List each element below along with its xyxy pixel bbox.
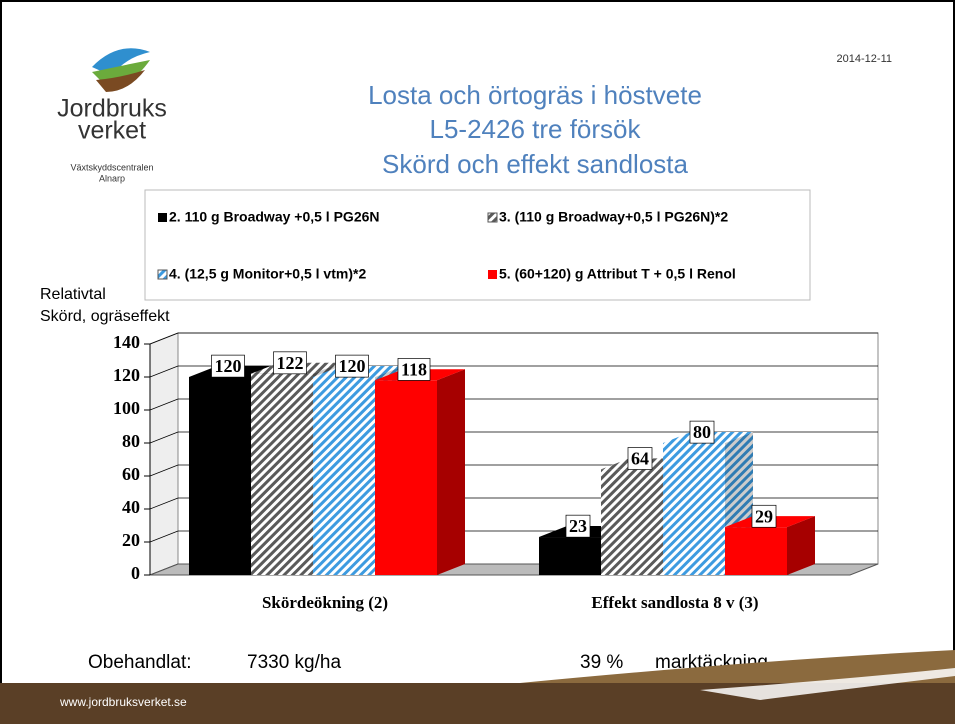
data-label: 118 — [401, 359, 427, 379]
legend-swatch — [157, 269, 168, 280]
y-tick-label: 120 — [113, 365, 140, 385]
data-label: 120 — [215, 356, 242, 376]
footer-band — [0, 683, 955, 724]
legend-label: 3. (110 g Broadway+0,5 l PG26N)*2 — [499, 209, 728, 225]
bar-side-shade — [437, 369, 465, 575]
x-tick-label: Skördeökning (2) — [262, 593, 388, 612]
data-label-box — [211, 354, 245, 378]
bar-side-shade — [787, 516, 815, 575]
title: Skörd och effekt sandlosta — [382, 149, 688, 179]
bar-front — [189, 377, 251, 575]
y-axis-label: Relativtal — [40, 286, 106, 303]
data-label-box — [751, 504, 777, 528]
data-label: 120 — [339, 356, 366, 376]
bar-side — [787, 516, 815, 575]
bar-front — [601, 469, 663, 575]
plot-side-wall — [149, 332, 179, 576]
data-label-box — [627, 447, 653, 470]
legend-swatch — [158, 213, 167, 222]
logo-text: verket — [78, 117, 146, 145]
title: L5-2426 tre försök — [429, 114, 641, 144]
logo-text: Jordbruks — [57, 95, 167, 123]
bar-front — [375, 380, 437, 575]
data-label: 122 — [277, 353, 304, 373]
note: 39 % — [580, 652, 623, 673]
grid-line — [149, 365, 179, 378]
footer-swoosh — [520, 650, 955, 683]
data-label-box — [565, 514, 591, 538]
bar-front — [539, 537, 601, 575]
grid-line — [149, 530, 179, 543]
grid-line — [149, 497, 179, 510]
bar — [725, 516, 815, 575]
bar-front — [251, 373, 313, 575]
bar-side — [437, 369, 465, 575]
y-tick-label: 40 — [122, 497, 140, 517]
y-tick-label: 0 — [131, 563, 140, 583]
footer-url: www.jordbruksverket.se — [59, 695, 187, 709]
legend-swatch — [487, 212, 498, 223]
data-label: 80 — [693, 422, 711, 442]
grid-line — [149, 431, 179, 444]
bar-front — [313, 377, 375, 575]
bar-front — [663, 443, 725, 575]
legend-label: 5. (60+120) g Attribut T + 0,5 l Renol — [499, 266, 736, 282]
unit-text: Växtskyddscentralen — [70, 162, 153, 172]
title: Losta och örtogräs i höstvete — [368, 80, 702, 110]
data-label-box — [335, 354, 369, 378]
y-tick-label: 20 — [122, 530, 140, 550]
legend — [144, 189, 811, 301]
unit-text: Alnarp — [99, 173, 125, 183]
data-label-box — [397, 358, 431, 381]
grid-line — [149, 332, 179, 345]
legend-swatch — [488, 270, 497, 279]
footer-swoosh — [700, 668, 955, 700]
data-label-box — [273, 351, 307, 375]
bar — [375, 369, 465, 575]
data-label: 29 — [755, 506, 773, 526]
bar-front — [725, 527, 787, 575]
legend-label: 4. (12,5 g Monitor+0,5 l vtm)*2 — [169, 266, 366, 282]
y-tick-label: 60 — [122, 464, 140, 484]
data-label: 64 — [631, 449, 649, 469]
y-tick-label: 100 — [113, 398, 140, 418]
date: 2014-12-11 — [837, 53, 892, 65]
logo-shape — [96, 70, 145, 92]
data-label-box — [689, 420, 715, 444]
note: 7330 kg/ha — [247, 652, 341, 673]
y-tick-label: 80 — [122, 431, 140, 451]
legend-label: 2. 110 g Broadway +0,5 l PG26N — [169, 209, 380, 225]
note: Obehandlat: — [88, 652, 192, 673]
data-label: 23 — [569, 516, 587, 536]
grid-line — [149, 398, 179, 411]
y-tick-label: 140 — [113, 332, 140, 352]
grid-line — [149, 464, 179, 477]
x-tick-label: Effekt sandlosta 8 v (3) — [591, 593, 758, 612]
y-axis-label: Skörd, ogräseffekt — [40, 308, 170, 325]
